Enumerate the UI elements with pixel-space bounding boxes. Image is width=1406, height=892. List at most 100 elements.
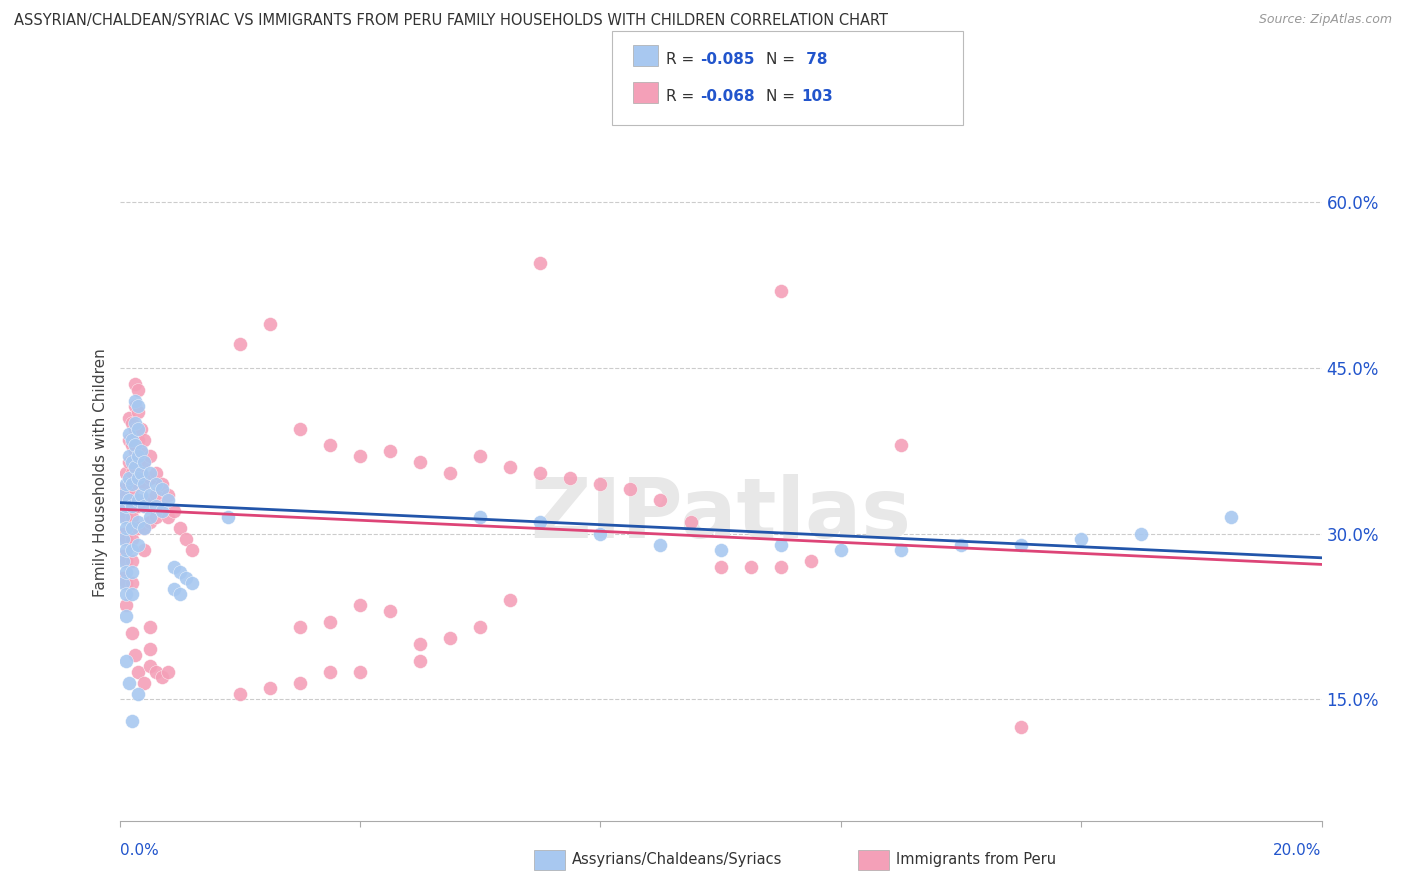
Text: N =: N = bbox=[766, 52, 800, 67]
Point bbox=[117, 449, 139, 463]
Point bbox=[124, 460, 146, 475]
Point bbox=[180, 543, 202, 558]
Point bbox=[349, 449, 371, 463]
Point bbox=[409, 653, 432, 667]
Text: ASSYRIAN/CHALDEAN/SYRIAC VS IMMIGRANTS FROM PERU FAMILY HOUSEHOLDS WITH CHILDREN: ASSYRIAN/CHALDEAN/SYRIAC VS IMMIGRANTS F… bbox=[14, 13, 889, 29]
Point bbox=[132, 433, 155, 447]
Point bbox=[468, 620, 492, 634]
Text: R =: R = bbox=[666, 89, 700, 104]
Point bbox=[174, 532, 197, 546]
Point bbox=[319, 665, 342, 679]
Point bbox=[769, 537, 792, 551]
Point bbox=[769, 284, 792, 298]
Point bbox=[228, 687, 252, 701]
Point bbox=[740, 559, 762, 574]
Point bbox=[1220, 510, 1243, 524]
Point bbox=[150, 670, 173, 684]
Point bbox=[709, 559, 731, 574]
Point bbox=[114, 587, 136, 601]
Point bbox=[145, 466, 167, 480]
Point bbox=[259, 681, 281, 695]
Point bbox=[156, 493, 179, 508]
Point bbox=[138, 449, 160, 463]
Point bbox=[162, 504, 184, 518]
Point bbox=[162, 582, 184, 596]
Point bbox=[589, 476, 612, 491]
Point bbox=[132, 521, 155, 535]
Point bbox=[111, 554, 134, 568]
Point bbox=[121, 510, 143, 524]
Point bbox=[560, 471, 582, 485]
Point bbox=[132, 521, 155, 535]
Point bbox=[127, 537, 149, 551]
Point bbox=[127, 499, 149, 513]
Point bbox=[117, 427, 139, 442]
Point bbox=[129, 466, 152, 480]
Point bbox=[439, 466, 461, 480]
Point bbox=[111, 483, 134, 497]
Point bbox=[124, 416, 146, 430]
Point bbox=[679, 516, 702, 530]
Text: N =: N = bbox=[766, 89, 800, 104]
Point bbox=[121, 433, 143, 447]
Point bbox=[132, 675, 155, 690]
Point bbox=[162, 559, 184, 574]
Point bbox=[111, 510, 134, 524]
Point bbox=[132, 476, 155, 491]
Point bbox=[121, 455, 143, 469]
Point bbox=[174, 571, 197, 585]
Point bbox=[259, 317, 281, 331]
Point bbox=[111, 488, 134, 502]
Point bbox=[169, 565, 191, 579]
Point bbox=[138, 493, 160, 508]
Text: Assyrians/Chaldeans/Syriacs: Assyrians/Chaldeans/Syriacs bbox=[572, 853, 783, 867]
Point bbox=[169, 521, 191, 535]
Point bbox=[117, 433, 139, 447]
Text: R =: R = bbox=[666, 52, 700, 67]
Point bbox=[156, 488, 179, 502]
Point bbox=[150, 504, 173, 518]
Point bbox=[114, 488, 136, 502]
Point bbox=[890, 543, 912, 558]
Point bbox=[127, 405, 149, 419]
Point bbox=[619, 483, 641, 497]
Point bbox=[169, 587, 191, 601]
Point bbox=[114, 466, 136, 480]
Point bbox=[121, 438, 143, 452]
Point bbox=[121, 532, 143, 546]
Point bbox=[114, 543, 136, 558]
Point bbox=[769, 559, 792, 574]
Point bbox=[127, 455, 149, 469]
Point bbox=[288, 620, 311, 634]
Point bbox=[499, 460, 522, 475]
Point bbox=[138, 659, 160, 673]
Point bbox=[132, 455, 155, 469]
Text: 78: 78 bbox=[801, 52, 828, 67]
Point bbox=[378, 443, 401, 458]
Point bbox=[409, 637, 432, 651]
Point bbox=[124, 421, 146, 435]
Point bbox=[288, 675, 311, 690]
Text: Source: ZipAtlas.com: Source: ZipAtlas.com bbox=[1258, 13, 1392, 27]
Point bbox=[132, 499, 155, 513]
Point bbox=[114, 554, 136, 568]
Point bbox=[650, 493, 672, 508]
Text: 0.0%: 0.0% bbox=[120, 843, 159, 858]
Point bbox=[117, 455, 139, 469]
Point bbox=[127, 665, 149, 679]
Point bbox=[114, 510, 136, 524]
Point bbox=[1010, 720, 1032, 734]
Point bbox=[138, 642, 160, 657]
Point bbox=[529, 466, 551, 480]
Point bbox=[150, 499, 173, 513]
Point bbox=[124, 438, 146, 452]
Point bbox=[127, 521, 149, 535]
Point bbox=[1070, 532, 1092, 546]
Point bbox=[111, 576, 134, 591]
Point bbox=[114, 609, 136, 624]
Text: -0.068: -0.068 bbox=[700, 89, 755, 104]
Point bbox=[127, 471, 149, 485]
Point bbox=[890, 438, 912, 452]
Point bbox=[111, 526, 134, 541]
Text: 20.0%: 20.0% bbox=[1274, 843, 1322, 858]
